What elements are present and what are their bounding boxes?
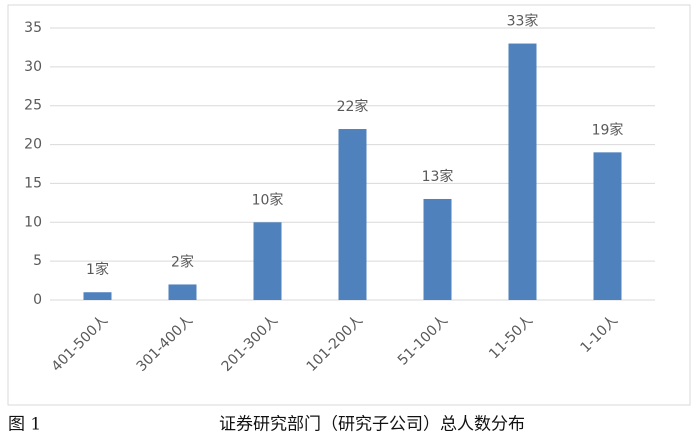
value-label: 19家 bbox=[592, 121, 624, 138]
bar bbox=[83, 292, 112, 300]
y-tick-label: 0 bbox=[33, 292, 42, 308]
value-label: 1家 bbox=[86, 261, 109, 278]
y-tick-label: 25 bbox=[24, 98, 42, 114]
bar bbox=[253, 222, 282, 300]
bar bbox=[168, 284, 197, 300]
chart-title: 证券研究部门（研究子公司）总人数分布 bbox=[219, 415, 525, 435]
y-tick-label: 15 bbox=[24, 175, 42, 191]
value-label: 22家 bbox=[337, 98, 369, 115]
bar bbox=[338, 129, 367, 300]
value-label: 33家 bbox=[507, 13, 539, 30]
y-tick-label: 20 bbox=[24, 137, 42, 153]
bar bbox=[508, 43, 537, 301]
value-label: 13家 bbox=[422, 168, 454, 185]
bar bbox=[593, 152, 622, 300]
value-label: 10家 bbox=[252, 191, 284, 208]
y-tick-label: 30 bbox=[24, 59, 42, 75]
y-tick-label: 10 bbox=[24, 214, 42, 230]
bar bbox=[423, 198, 452, 300]
y-tick-label: 35 bbox=[24, 20, 42, 36]
y-tick-label: 5 bbox=[33, 253, 42, 269]
figure-label: 图 1 bbox=[8, 415, 41, 435]
value-label: 2家 bbox=[171, 253, 194, 270]
